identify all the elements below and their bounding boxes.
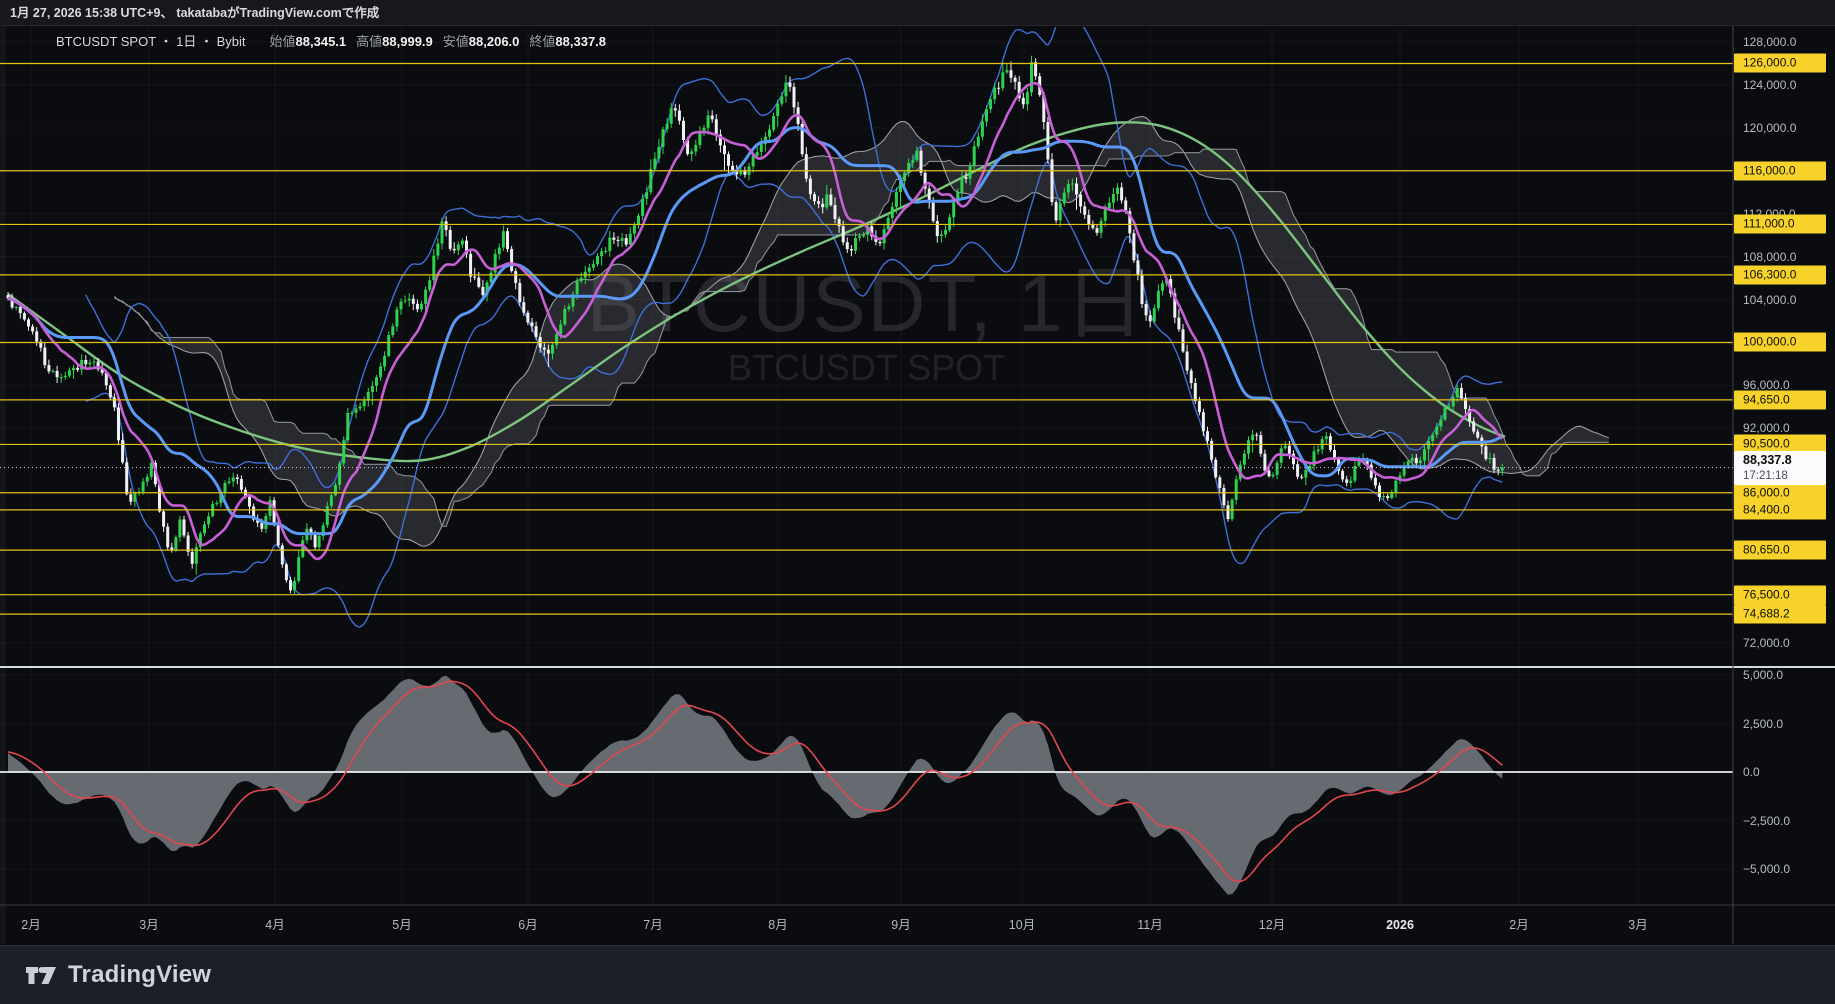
open-label: 始値 (269, 34, 296, 49)
low-value: 88,206.0 (468, 34, 520, 49)
macd-area (8, 675, 1503, 895)
price-label-104000: 104,000.0 (1743, 292, 1797, 307)
last-price-label: 88,337.8 17:21:18 (1734, 451, 1826, 485)
level-label-116000: 116,000.0 (1734, 161, 1826, 181)
level-label-106300: 106,300.0 (1734, 265, 1826, 285)
osc-label--2500: −2,500.0 (1743, 813, 1791, 828)
horizontal-level-lines[interactable] (0, 62, 1733, 615)
senkou-a-line (114, 115, 1609, 547)
time-tick-12月: 12月 (1258, 918, 1286, 932)
level-label-111000: 111,000.0 (1734, 214, 1826, 234)
open-value: 88,345.1 (295, 34, 347, 49)
osc-label-0: 0.0 (1743, 765, 1760, 779)
attribution-bar: 1月 27, 2026 15:38 UTC+9、 takatabaがTradin… (0, 0, 1835, 26)
level-label-76500: 76,500.0 (1734, 585, 1826, 605)
level-label-74688.2: 74,688.2 (1734, 604, 1826, 624)
macd-signal-line (7, 680, 1503, 883)
time-axis-scale[interactable]: 2月 3月 4月 5月 6月 7月 8月 9月 10月 11月 12月 2026 2月 3月 (0, 906, 1835, 944)
time-tick-3月: 3月 (139, 918, 159, 932)
time-tick-5月: 5月 (392, 918, 412, 932)
up-wicks (15, 55, 1503, 595)
level-label-80650: 80,650.0 (1734, 540, 1826, 560)
price-label-124000: 124,000.0 (1743, 77, 1797, 92)
time-tick-8月: 8月 (768, 918, 788, 932)
mid-ma-line (7, 126, 1503, 536)
close-label: 終値 (529, 34, 556, 49)
candles-series[interactable] (6, 55, 1504, 595)
price-label-96000: 96,000.0 (1743, 378, 1790, 393)
time-tick-6月: 6月 (518, 918, 538, 932)
time-tick-2月: 2月 (21, 918, 41, 932)
price-label-108000: 108,000.0 (1743, 249, 1797, 264)
footer-bar: TradingView (0, 945, 1835, 1004)
time-tick-11月: 11月 (1137, 918, 1163, 932)
level-label-86000: 86,000.0 (1734, 483, 1826, 503)
close-value: 88,337.8 (555, 34, 607, 49)
bollinger-upper-band (85, 27, 1503, 489)
level-label-126000: 126,000.0 (1734, 53, 1826, 73)
time-tick-9月: 9月 (891, 918, 911, 932)
tradingview-wordmark: TradingView (68, 961, 212, 988)
level-label-90500: 90,500.0 (1734, 434, 1826, 454)
time-tick-2月: 2月 (1509, 918, 1529, 932)
last-price-value: 88,337.8 (1743, 453, 1792, 467)
time-tick-3月: 3月 (1628, 918, 1648, 932)
price-label-92000: 92,000.0 (1743, 421, 1790, 436)
attribution-text: 1月 27, 2026 15:38 UTC+9、 takatabaがTradin… (10, 6, 380, 20)
slow-ma-line (7, 121, 1506, 463)
price-label-128000: 128,000.0 (1743, 35, 1797, 49)
time-tick-2026: 2026 (1386, 918, 1414, 932)
osc-label-2500: 2,500.0 (1743, 716, 1784, 731)
time-tick-4月: 4月 (265, 918, 285, 932)
price-label-72000: 72,000.0 (1743, 635, 1790, 650)
bar-countdown: 17:21:18 (1743, 470, 1788, 482)
chart-legend[interactable]: BTCUSDT SPOT ・ 1日 ・ Bybit 始値88,345.1 高値88,… (56, 31, 606, 51)
level-label-100000: 100,000.0 (1734, 332, 1826, 352)
high-label: 高値 (356, 34, 383, 49)
fast-ma-line (7, 81, 1504, 561)
high-value: 88,999.9 (382, 34, 433, 49)
time-tick-7月: 7月 (643, 918, 663, 932)
time-tick-10月: 10月 (1008, 918, 1036, 932)
level-label-94650: 94,650.0 (1734, 390, 1826, 410)
level-label-84400: 84,400.0 (1734, 500, 1826, 520)
price-label-120000: 120,000.0 (1743, 120, 1797, 135)
legend-symbol[interactable]: BTCUSDT SPOT ・ 1日 ・ Bybit (56, 34, 246, 49)
senkou-b-line (114, 148, 1609, 528)
tradingview-logo[interactable]: TradingView (24, 960, 211, 990)
bollinger-lower-band (85, 160, 1503, 628)
tradingview-logo-icon (26, 967, 56, 984)
osc-label-5000: 5,000.0 (1743, 668, 1784, 682)
osc-label--5000: −5,000.0 (1743, 862, 1791, 876)
low-label: 安値 (442, 34, 469, 49)
left-margin-strip (0, 26, 6, 944)
